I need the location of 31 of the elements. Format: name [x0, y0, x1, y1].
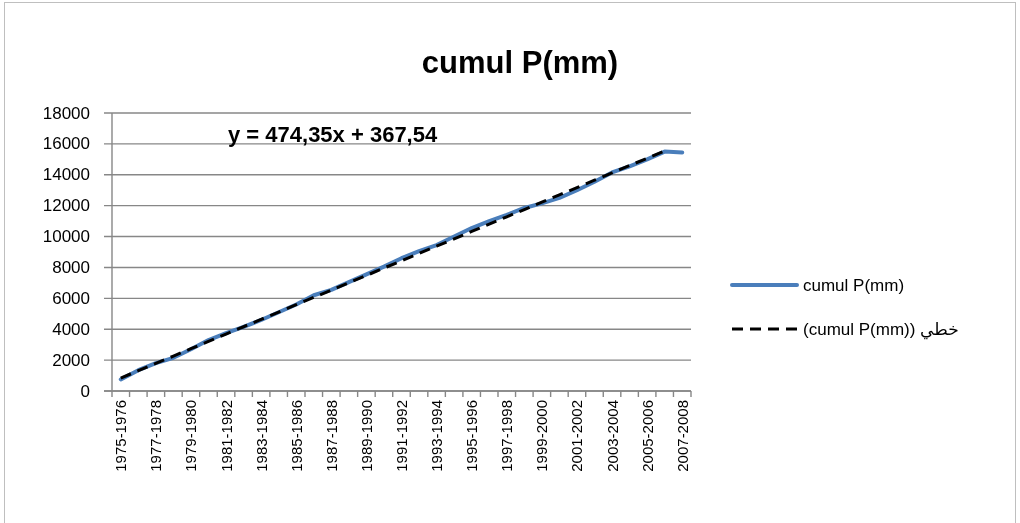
x-tick-label: 1987-1988	[322, 400, 340, 472]
chart-title: cumul P(mm)	[421, 44, 619, 80]
y-tick-label: 6000	[52, 288, 90, 308]
annotation: y = 474,35x + 367,54	[228, 121, 438, 147]
y-tick-label: 10000	[42, 227, 90, 247]
y-tick-label: 2000	[52, 350, 90, 370]
x-tick-label: 1991-1992	[393, 400, 410, 472]
x-tick-label: 1997-1998	[498, 400, 516, 472]
y-tick-label: 0	[80, 381, 90, 401]
y-tick-label: 12000	[42, 196, 90, 216]
x-tick-label: 1989-1990	[357, 400, 375, 472]
y-tick-label: 4000	[52, 319, 90, 339]
x-tick-label: 1979-1980	[182, 400, 200, 472]
y-tick-label: 14000	[42, 165, 90, 185]
x-tick-label: 1981-1982	[217, 400, 235, 472]
x-tick-label: 1983-1984	[252, 400, 270, 472]
x-tick-label: 1985-1986	[287, 400, 305, 472]
y-tick-label: 16000	[42, 134, 90, 154]
x-tick-label: 2005-2006	[638, 400, 656, 472]
x-tick-label: 1975-1976	[112, 400, 130, 472]
legend-label: خطي (cumul P(mm))	[803, 319, 959, 340]
x-tick-label: 2001-2002	[568, 400, 586, 472]
y-tick-label: 8000	[52, 257, 90, 277]
x-tick-label: 1995-1996	[463, 400, 481, 472]
x-tick-label: 1993-1994	[428, 400, 446, 472]
x-tick-label: 1977-1978	[147, 400, 165, 472]
x-tick-label: 2007-2008	[673, 400, 691, 472]
y-tick-label: 18000	[42, 103, 90, 123]
legend-label: cumul P(mm)	[803, 275, 905, 295]
x-tick-label: 2003-2004	[603, 400, 621, 472]
x-tick-label: 1999-2000	[533, 400, 551, 472]
